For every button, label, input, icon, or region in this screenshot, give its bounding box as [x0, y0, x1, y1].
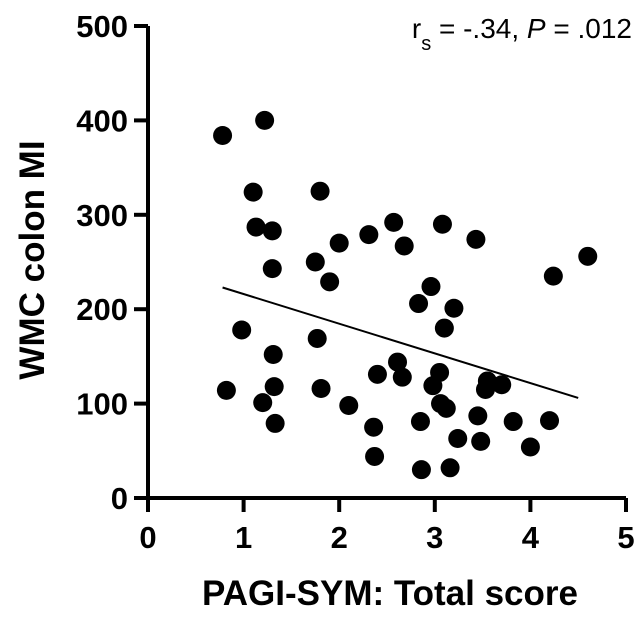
data-point	[471, 431, 491, 451]
data-point	[434, 318, 454, 338]
data-point	[243, 182, 263, 202]
data-point	[430, 362, 450, 382]
data-point	[255, 110, 275, 130]
r-symbol: r	[412, 13, 421, 44]
y-tick-label: 200	[76, 292, 128, 327]
data-point	[264, 377, 284, 397]
data-point	[394, 236, 414, 256]
data-point	[365, 446, 385, 466]
data-point	[311, 378, 331, 398]
x-tick-label: 4	[522, 520, 540, 555]
x-tick-label: 5	[617, 520, 634, 555]
data-point	[392, 367, 412, 387]
data-point	[265, 413, 285, 433]
p-value: = .012	[546, 13, 632, 44]
data-point	[409, 294, 429, 314]
data-point	[253, 393, 273, 413]
axes-layer: 0 100 200 300 400 500 0 1 2 3 4 5	[76, 9, 634, 555]
data-point	[477, 371, 497, 391]
data-point	[421, 277, 441, 297]
data-point	[262, 221, 282, 241]
data-point	[411, 460, 431, 480]
data-point	[540, 411, 560, 431]
data-point	[307, 328, 327, 348]
trendline-layer	[222, 286, 579, 399]
data-point	[503, 412, 523, 432]
data-point	[448, 429, 468, 449]
data-point	[410, 412, 430, 432]
data-point	[492, 375, 512, 395]
x-tick-label: 2	[331, 520, 348, 555]
data-point	[305, 252, 325, 272]
data-point	[444, 298, 464, 318]
data-point	[246, 217, 266, 237]
data-point	[232, 320, 252, 340]
y-axis-title: WMC colon MI	[13, 140, 52, 379]
x-tick-label: 0	[139, 520, 156, 555]
data-point	[468, 406, 488, 426]
x-tick-label: 3	[426, 520, 443, 555]
data-point	[339, 395, 359, 415]
data-point	[367, 364, 387, 384]
r-value: = -.34,	[431, 13, 527, 44]
data-point	[213, 126, 233, 146]
data-point	[440, 458, 460, 478]
y-tick-label: 400	[76, 103, 128, 138]
data-point	[320, 272, 340, 292]
data-point	[359, 225, 379, 245]
data-point	[466, 229, 486, 249]
data-point	[216, 380, 236, 400]
p-symbol: P	[527, 13, 546, 44]
data-point	[388, 352, 408, 372]
data-point	[364, 417, 384, 437]
data-points	[213, 110, 598, 480]
data-point	[262, 259, 282, 279]
x-tick-label: 1	[235, 520, 252, 555]
data-point	[384, 212, 404, 232]
r-subscript: s	[421, 33, 431, 55]
data-point	[578, 246, 598, 266]
data-point	[520, 437, 540, 457]
data-point	[263, 345, 283, 365]
trendline	[222, 286, 579, 399]
stat-annotation: rs = -.34, P = .012	[412, 13, 632, 55]
y-tick-label: 300	[76, 198, 128, 233]
data-point	[310, 181, 330, 201]
data-point	[432, 214, 452, 234]
y-tick-label: 500	[76, 9, 128, 44]
x-axis-title: PAGI-SYM: Total score	[202, 574, 578, 613]
data-point	[329, 233, 349, 253]
data-point	[543, 266, 563, 286]
data-point	[436, 398, 456, 418]
y-tick-label: 100	[76, 387, 128, 422]
y-tick-label: 0	[111, 481, 128, 516]
